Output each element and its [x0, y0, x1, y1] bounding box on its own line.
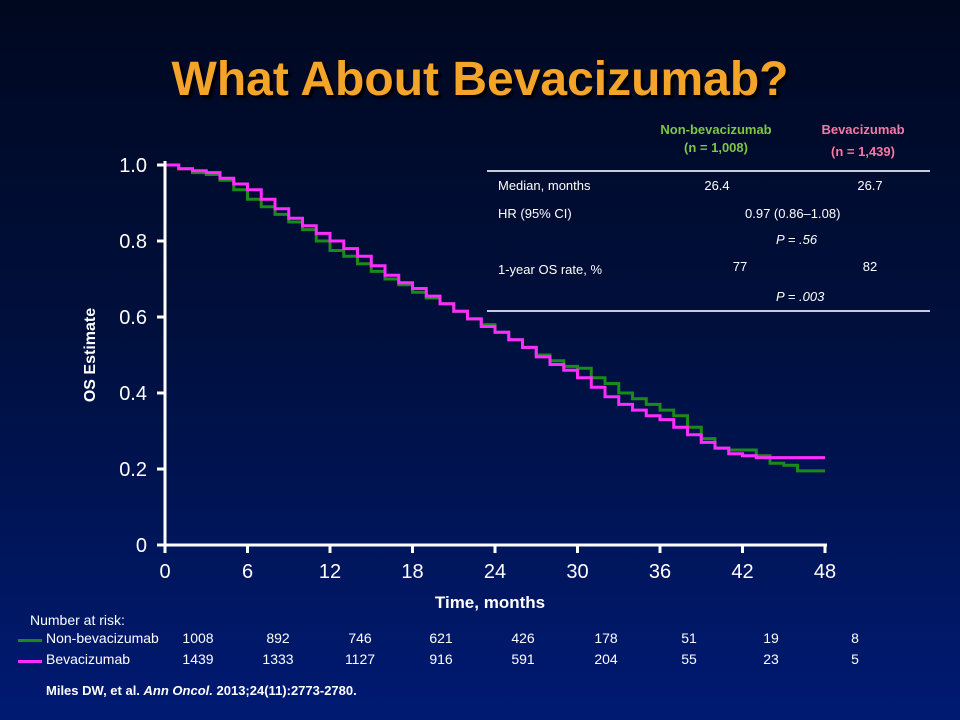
- os-label: 1-year OS rate, %: [498, 262, 603, 277]
- x-tick-label: 12: [319, 561, 341, 583]
- series-line-non-bevacizumab: [165, 163, 825, 473]
- os-bev: 82: [862, 259, 878, 274]
- risk-count: 1439: [182, 651, 214, 667]
- y-tick-label: 0.2: [119, 459, 147, 481]
- citation-journal: Ann Oncol.: [143, 683, 213, 698]
- x-tick-label: 42: [731, 561, 753, 583]
- risk-count: 746: [348, 630, 372, 646]
- risk-row-label: Non-bevacizumab: [46, 630, 159, 646]
- risk-count: 426: [511, 630, 535, 646]
- risk-count: 23: [763, 651, 779, 667]
- citation-authors: Miles DW, et al.: [46, 683, 140, 698]
- median-bev: 26.7: [857, 178, 883, 193]
- risk-count: 19: [763, 630, 779, 646]
- y-tick-label: 0.6: [119, 307, 147, 329]
- citation-details: 2013;24(11):2773-2780.: [216, 683, 357, 698]
- risk-count: 1333: [262, 651, 294, 667]
- risk-count: 8: [851, 630, 859, 646]
- y-tick-label: 0: [136, 535, 147, 557]
- risk-count: 1008: [182, 630, 214, 646]
- risk-table-heading: Number at risk:: [30, 612, 125, 628]
- slide-title: What About Bevacizumab?: [171, 53, 789, 106]
- chart-axes: 0 6 12 18 24 30 36 42 48 0 0.2 0.4 0.6 0.8 1.0: [119, 155, 836, 583]
- os-non-bev: 77: [732, 259, 748, 274]
- header-non-bev-n: (n = 1,008): [684, 140, 748, 155]
- risk-row-label: Bevacizumab: [46, 651, 131, 667]
- hr-value: 0.97 (0.86–1.08): [745, 206, 841, 221]
- y-tick-label: 0.4: [119, 383, 147, 405]
- x-axis-label: Time, months: [435, 593, 545, 612]
- legend-swatch: [18, 639, 42, 642]
- x-tick-label: 36: [649, 561, 671, 583]
- header-bev-n: (n = 1,439): [831, 144, 895, 159]
- risk-count: 178: [594, 630, 618, 646]
- risk-count: 1127: [344, 651, 376, 667]
- y-axis-label: OS Estimate: [82, 308, 99, 402]
- y-tick-label: 1.0: [119, 155, 147, 177]
- legend-swatch: [18, 660, 42, 663]
- survival-curves: [165, 163, 825, 473]
- median-label: Median, months: [498, 178, 591, 193]
- risk-count: 591: [511, 651, 535, 667]
- x-tick-label: 0: [159, 561, 170, 583]
- hr-label: HR (95% CI): [498, 206, 572, 221]
- hr-p-value: P = .56: [776, 232, 818, 247]
- risk-count: 51: [681, 630, 697, 646]
- risk-count: 621: [429, 630, 453, 646]
- risk-count: 55: [681, 651, 697, 667]
- x-tick-label: 48: [814, 561, 836, 583]
- risk-count: 892: [266, 630, 290, 646]
- os-p-value: P = .003: [776, 289, 825, 304]
- table-top-rule: [487, 170, 930, 172]
- table-bottom-rule: [487, 310, 930, 312]
- header-non-bev-name: Non-bevacizumab: [660, 122, 772, 137]
- series-line-bevacizumab: [165, 163, 825, 460]
- risk-count: 916: [429, 651, 453, 667]
- x-tick-label: 18: [401, 561, 423, 583]
- y-tick-label: 0.8: [119, 231, 147, 253]
- risk-count: 5: [851, 651, 859, 667]
- x-tick-label: 24: [484, 561, 506, 583]
- risk-count: 204: [594, 651, 618, 667]
- median-non-bev: 26.4: [704, 178, 730, 193]
- header-bevacizumab: Bevacizumab (n = 1,439): [788, 121, 938, 161]
- citation: Miles DW, et al. Ann Oncol. 2013;24(11):…: [46, 683, 357, 698]
- x-tick-label: 30: [566, 561, 588, 583]
- header-non-bevacizumab: Non-bevacizumab (n = 1,008): [641, 121, 791, 157]
- header-bev-name: Bevacizumab: [821, 122, 905, 137]
- x-tick-label: 6: [242, 561, 253, 583]
